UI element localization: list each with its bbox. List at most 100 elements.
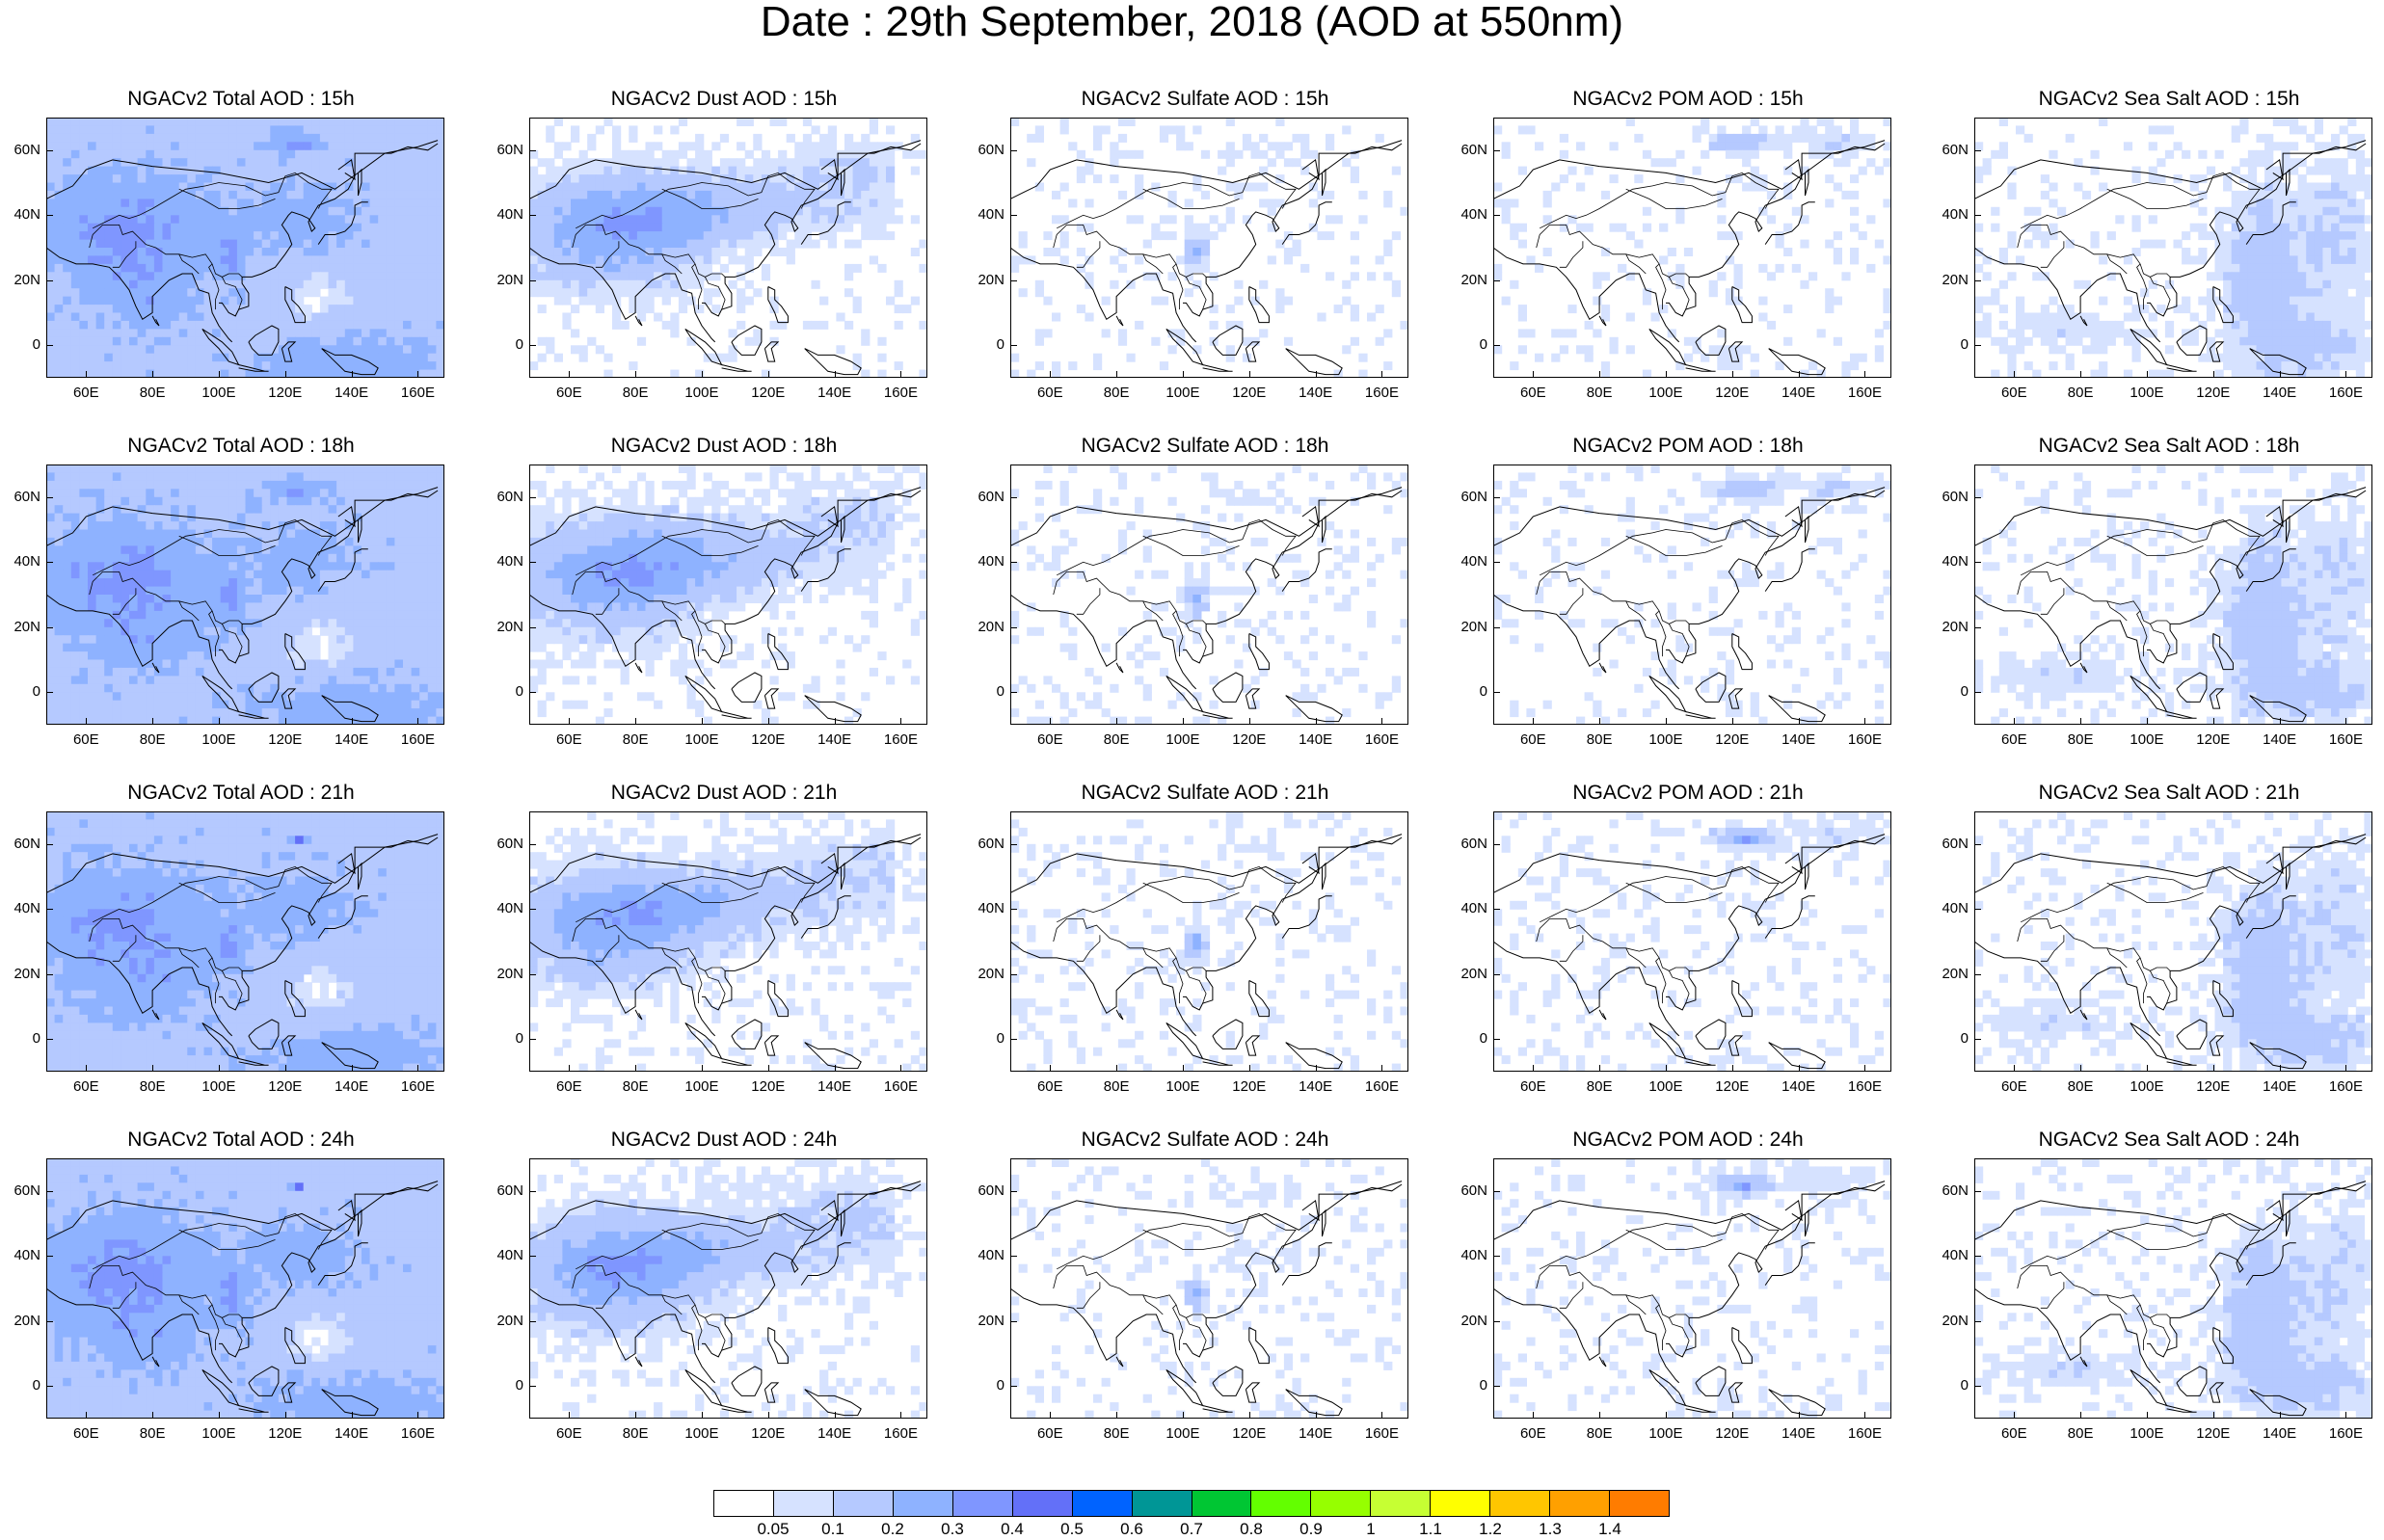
lon-tick: [2146, 718, 2148, 725]
coastline: [358, 862, 362, 890]
lon-tick: [417, 371, 419, 378]
lat-tick-label: 20N: [496, 618, 523, 635]
coastline: [767, 286, 789, 324]
lat-tick-label: 20N: [1942, 618, 1969, 635]
coastline: [358, 1208, 362, 1237]
lon-tick-label: 100E: [201, 1078, 236, 1095]
coastline: [151, 1009, 160, 1021]
coastline: [767, 980, 789, 1018]
coastline: [2265, 853, 2284, 875]
country-border: [178, 882, 276, 903]
panel-title: NGACv2 Dust AOD : 24h: [610, 1128, 838, 1151]
lon-tick: [1315, 1412, 1317, 1419]
coastline: [46, 487, 439, 546]
lon-tick: [1116, 371, 1118, 378]
lon-tick: [2345, 1065, 2347, 1072]
coastline: [529, 140, 922, 199]
lat-tick: [46, 279, 53, 281]
lon-tick-label: 80E: [139, 1078, 166, 1095]
coastline: [1768, 1389, 1826, 1417]
coastline: [529, 487, 922, 546]
lon-tick: [351, 371, 353, 378]
lon-tick: [351, 1065, 353, 1072]
colorbar-label: 0.6: [1120, 1520, 1143, 1538]
coastline: [1285, 348, 1343, 376]
coastline: [1301, 506, 1320, 528]
lat-tick: [46, 843, 53, 845]
lat-tick: [46, 973, 53, 975]
lat-tick-label: 0: [1960, 1377, 1969, 1394]
lat-tick: [1010, 562, 1017, 564]
map-panel-dust-24h: NGACv2 Dust AOD : 24h 60N 40N 20N 0 60E 80E 100…: [483, 1128, 965, 1474]
lon-tick-label: 160E: [1364, 1425, 1399, 1442]
lat-tick-label: 0: [1479, 683, 1487, 701]
country-border: [595, 588, 620, 615]
lat-tick-label: 40N: [496, 553, 523, 571]
lon-tick: [635, 371, 637, 378]
lat-tick: [1974, 1256, 1981, 1258]
lon-tick: [635, 1412, 637, 1419]
country-border: [691, 610, 703, 657]
coastline: [337, 159, 356, 181]
lat-tick-label: 40N: [978, 553, 1004, 571]
map-plot-area: [1010, 118, 1408, 378]
coastline: [800, 895, 851, 939]
coastline: [634, 1356, 643, 1367]
lat-tick-label: 20N: [496, 965, 523, 982]
colorbar-swatch: [1311, 1491, 1372, 1516]
colorbar-label: 0.1: [821, 1520, 844, 1538]
lat-tick: [1010, 496, 1017, 498]
lon-tick: [2212, 718, 2214, 725]
map-panel-seasalt-18h: NGACv2 Sea Salt AOD : 18h 60N 40N 20N 0 60E 80…: [1928, 434, 2384, 781]
coastline: [2249, 695, 2307, 723]
lon-tick-label: 120E: [751, 385, 786, 401]
country-border: [576, 1212, 816, 1270]
country-border: [2150, 277, 2171, 310]
country-border: [1172, 610, 1184, 657]
coastline: [1212, 1019, 1244, 1049]
coastline: [529, 834, 922, 893]
coastline: [219, 143, 439, 317]
lon-tick-label: 140E: [1781, 731, 1816, 748]
country-border: [576, 865, 816, 923]
lon-tick-label: 120E: [751, 1078, 786, 1095]
lat-tick: [46, 562, 53, 564]
country-border: [705, 1317, 726, 1351]
coastline: [2249, 348, 2307, 376]
country-border: [1669, 277, 1690, 310]
coastline: [529, 941, 716, 1037]
panel-title: NGACv2 Dust AOD : 21h: [610, 782, 838, 804]
lon-tick-label: 60E: [72, 1425, 99, 1442]
aod-map: [1493, 118, 1891, 378]
lat-tick: [1493, 1320, 1500, 1322]
coastline: [702, 490, 922, 664]
coastline: [337, 506, 356, 528]
country-border: [1142, 535, 1240, 556]
lon-tick: [2279, 371, 2281, 378]
aod-map: [46, 118, 444, 378]
lat-tick-label: 0: [1960, 683, 1969, 701]
lon-tick-label: 140E: [335, 1425, 369, 1442]
lat-tick: [1010, 215, 1017, 217]
lon-tick: [1665, 371, 1667, 378]
country-border: [208, 610, 220, 657]
lat-tick-label: 20N: [1942, 271, 1969, 288]
lon-tick-label: 140E: [2263, 1078, 2297, 1095]
lat-tick-label: 60N: [13, 835, 40, 852]
map-frame: [529, 118, 927, 378]
map-panel-sulfate-18h: NGACv2 Sulfate AOD : 18h 60N 40N 20N 0 60E 80E…: [964, 434, 1446, 781]
lon-tick-label: 160E: [1364, 1078, 1399, 1095]
map-frame: [529, 1158, 927, 1419]
map-frame: [1010, 465, 1408, 725]
aod-map: [529, 811, 927, 1072]
lon-tick: [417, 1065, 419, 1072]
coastline: [684, 1022, 723, 1060]
country-border: [2021, 172, 2261, 229]
lat-tick: [1974, 626, 1981, 628]
colorbar-label: 0.05: [757, 1520, 790, 1538]
panel-title: NGACv2 Total AOD : 15h: [127, 88, 355, 110]
coastline: [1281, 1242, 1332, 1286]
lat-tick-label: 20N: [496, 271, 523, 288]
coastline: [1805, 515, 1809, 544]
coastline: [804, 1389, 862, 1417]
